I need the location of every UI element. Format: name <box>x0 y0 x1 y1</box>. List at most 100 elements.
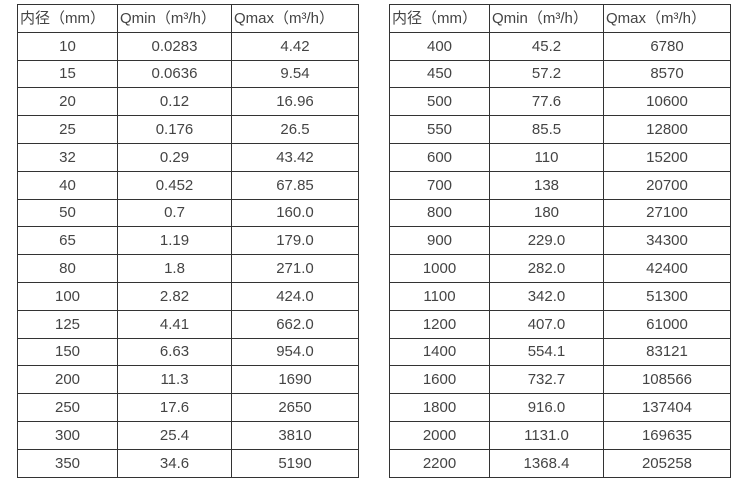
table-row: 1600 732.7 108566 <box>389 365 731 395</box>
table-row: 1100 342.0 51300 <box>389 281 731 311</box>
table-cell: 65 <box>17 226 118 256</box>
table-cell: 800 <box>389 198 490 228</box>
table-cell: 205258 <box>603 448 731 478</box>
table-row: 40 0.452 67.85 <box>17 170 359 200</box>
table-cell: 40 <box>17 170 118 200</box>
table-row: 80 1.8 271.0 <box>17 254 359 283</box>
table-cell: 662.0 <box>231 309 359 339</box>
table-cell: 1200 <box>389 309 490 339</box>
flow-table-left: 内径（mm） Qmin（m³/h） Qmax（m³/h） 10 0.0283 4.4… <box>17 4 359 478</box>
table-cell: 1400 <box>389 337 490 367</box>
table-cell: 61000 <box>603 309 731 339</box>
table-cell: 1000 <box>389 254 490 283</box>
table-cell: 12800 <box>603 115 731 144</box>
table-cell: 25 <box>17 115 118 144</box>
table-cell: 42400 <box>603 254 731 283</box>
table-cell: 271.0 <box>231 254 359 283</box>
table-cell: 1.19 <box>117 226 232 256</box>
table-cell: 125 <box>17 309 118 339</box>
column-header-inner-diameter: 内径（mm） <box>389 4 490 33</box>
table-body-left: 10 0.0283 4.42 15 0.0636 9.54 20 0.12 16.96 25 0.1… <box>17 31 359 478</box>
table-cell: 43.42 <box>231 142 359 172</box>
table-cell: 282.0 <box>489 254 604 283</box>
table-cell: 9.54 <box>231 59 359 89</box>
table-row: 450 57.2 8570 <box>389 59 731 89</box>
table-cell: 554.1 <box>489 337 604 367</box>
table-row: 15 0.0636 9.54 <box>17 59 359 89</box>
table-row: 600 110 15200 <box>389 142 731 172</box>
table-cell: 1368.4 <box>489 448 604 478</box>
table-cell: 27100 <box>603 198 731 228</box>
table-cell: 0.29 <box>117 142 232 172</box>
table-row: 65 1.19 179.0 <box>17 226 359 256</box>
table-cell: 350 <box>17 448 118 478</box>
table-cell: 0.176 <box>117 115 232 144</box>
table-row: 400 45.2 6780 <box>389 31 731 61</box>
table-cell: 16.96 <box>231 87 359 117</box>
table-cell: 732.7 <box>489 365 604 395</box>
table-cell: 51300 <box>603 281 731 311</box>
table-cell: 25.4 <box>117 420 232 450</box>
table-row: 1000 282.0 42400 <box>389 254 731 283</box>
table-row: 1400 554.1 83121 <box>389 337 731 367</box>
table-cell: 20 <box>17 87 118 117</box>
table-cell: 80 <box>17 254 118 283</box>
table-cell: 50 <box>17 198 118 228</box>
table-cell: 26.5 <box>231 115 359 144</box>
table-row: 800 180 27100 <box>389 198 731 228</box>
table-cell: 407.0 <box>489 309 604 339</box>
table-cell: 160.0 <box>231 198 359 228</box>
table-cell: 11.3 <box>117 365 232 395</box>
table-cell: 6.63 <box>117 337 232 367</box>
table-row: 20 0.12 16.96 <box>17 87 359 117</box>
table-row: 100 2.82 424.0 <box>17 281 359 311</box>
table-cell: 700 <box>389 170 490 200</box>
table-cell: 550 <box>389 115 490 144</box>
table-cell: 400 <box>389 31 490 61</box>
table-cell: 10600 <box>603 87 731 117</box>
table-cell: 0.0283 <box>117 31 232 61</box>
table-cell: 3810 <box>231 420 359 450</box>
table-cell: 0.7 <box>117 198 232 228</box>
column-header-qmax: Qmax（m³/h） <box>603 4 731 33</box>
table-cell: 0.452 <box>117 170 232 200</box>
table-cell: 1100 <box>389 281 490 311</box>
table-row: 250 17.6 2650 <box>17 393 359 422</box>
table-cell: 0.0636 <box>117 59 232 89</box>
table-cell: 5190 <box>231 448 359 478</box>
table-row: 2200 1368.4 205258 <box>389 448 731 478</box>
table-cell: 45.2 <box>489 31 604 61</box>
column-header-qmin: Qmin（m³/h） <box>117 4 232 33</box>
table-row: 300 25.4 3810 <box>17 420 359 450</box>
column-header-inner-diameter: 内径（mm） <box>17 4 118 33</box>
table-row: 550 85.5 12800 <box>389 115 731 144</box>
column-header-qmin: Qmin（m³/h） <box>489 4 604 33</box>
table-cell: 34300 <box>603 226 731 256</box>
table-cell: 100 <box>17 281 118 311</box>
table-row: 500 77.6 10600 <box>389 87 731 117</box>
flow-table-right: 内径（mm） Qmin（m³/h） Qmax（m³/h） 400 45.2 6780… <box>389 4 731 478</box>
table-cell: 110 <box>489 142 604 172</box>
table-cell: 2200 <box>389 448 490 478</box>
column-header-qmax: Qmax（m³/h） <box>231 4 359 33</box>
table-cell: 57.2 <box>489 59 604 89</box>
table-cell: 424.0 <box>231 281 359 311</box>
table-cell: 200 <box>17 365 118 395</box>
table-cell: 6780 <box>603 31 731 61</box>
table-cell: 34.6 <box>117 448 232 478</box>
table-cell: 15200 <box>603 142 731 172</box>
table-cell: 180 <box>489 198 604 228</box>
header-row: 内径（mm） Qmin（m³/h） Qmax（m³/h） <box>17 4 359 33</box>
table-cell: 17.6 <box>117 393 232 422</box>
table-cell: 67.85 <box>231 170 359 200</box>
table-cell: 15 <box>17 59 118 89</box>
table-row: 125 4.41 662.0 <box>17 309 359 339</box>
table-cell: 179.0 <box>231 226 359 256</box>
header-row: 内径（mm） Qmin（m³/h） Qmax（m³/h） <box>389 4 731 33</box>
table-cell: 169635 <box>603 420 731 450</box>
table-cell: 2650 <box>231 393 359 422</box>
table-cell: 4.42 <box>231 31 359 61</box>
table-cell: 77.6 <box>489 87 604 117</box>
table-cell: 916.0 <box>489 393 604 422</box>
